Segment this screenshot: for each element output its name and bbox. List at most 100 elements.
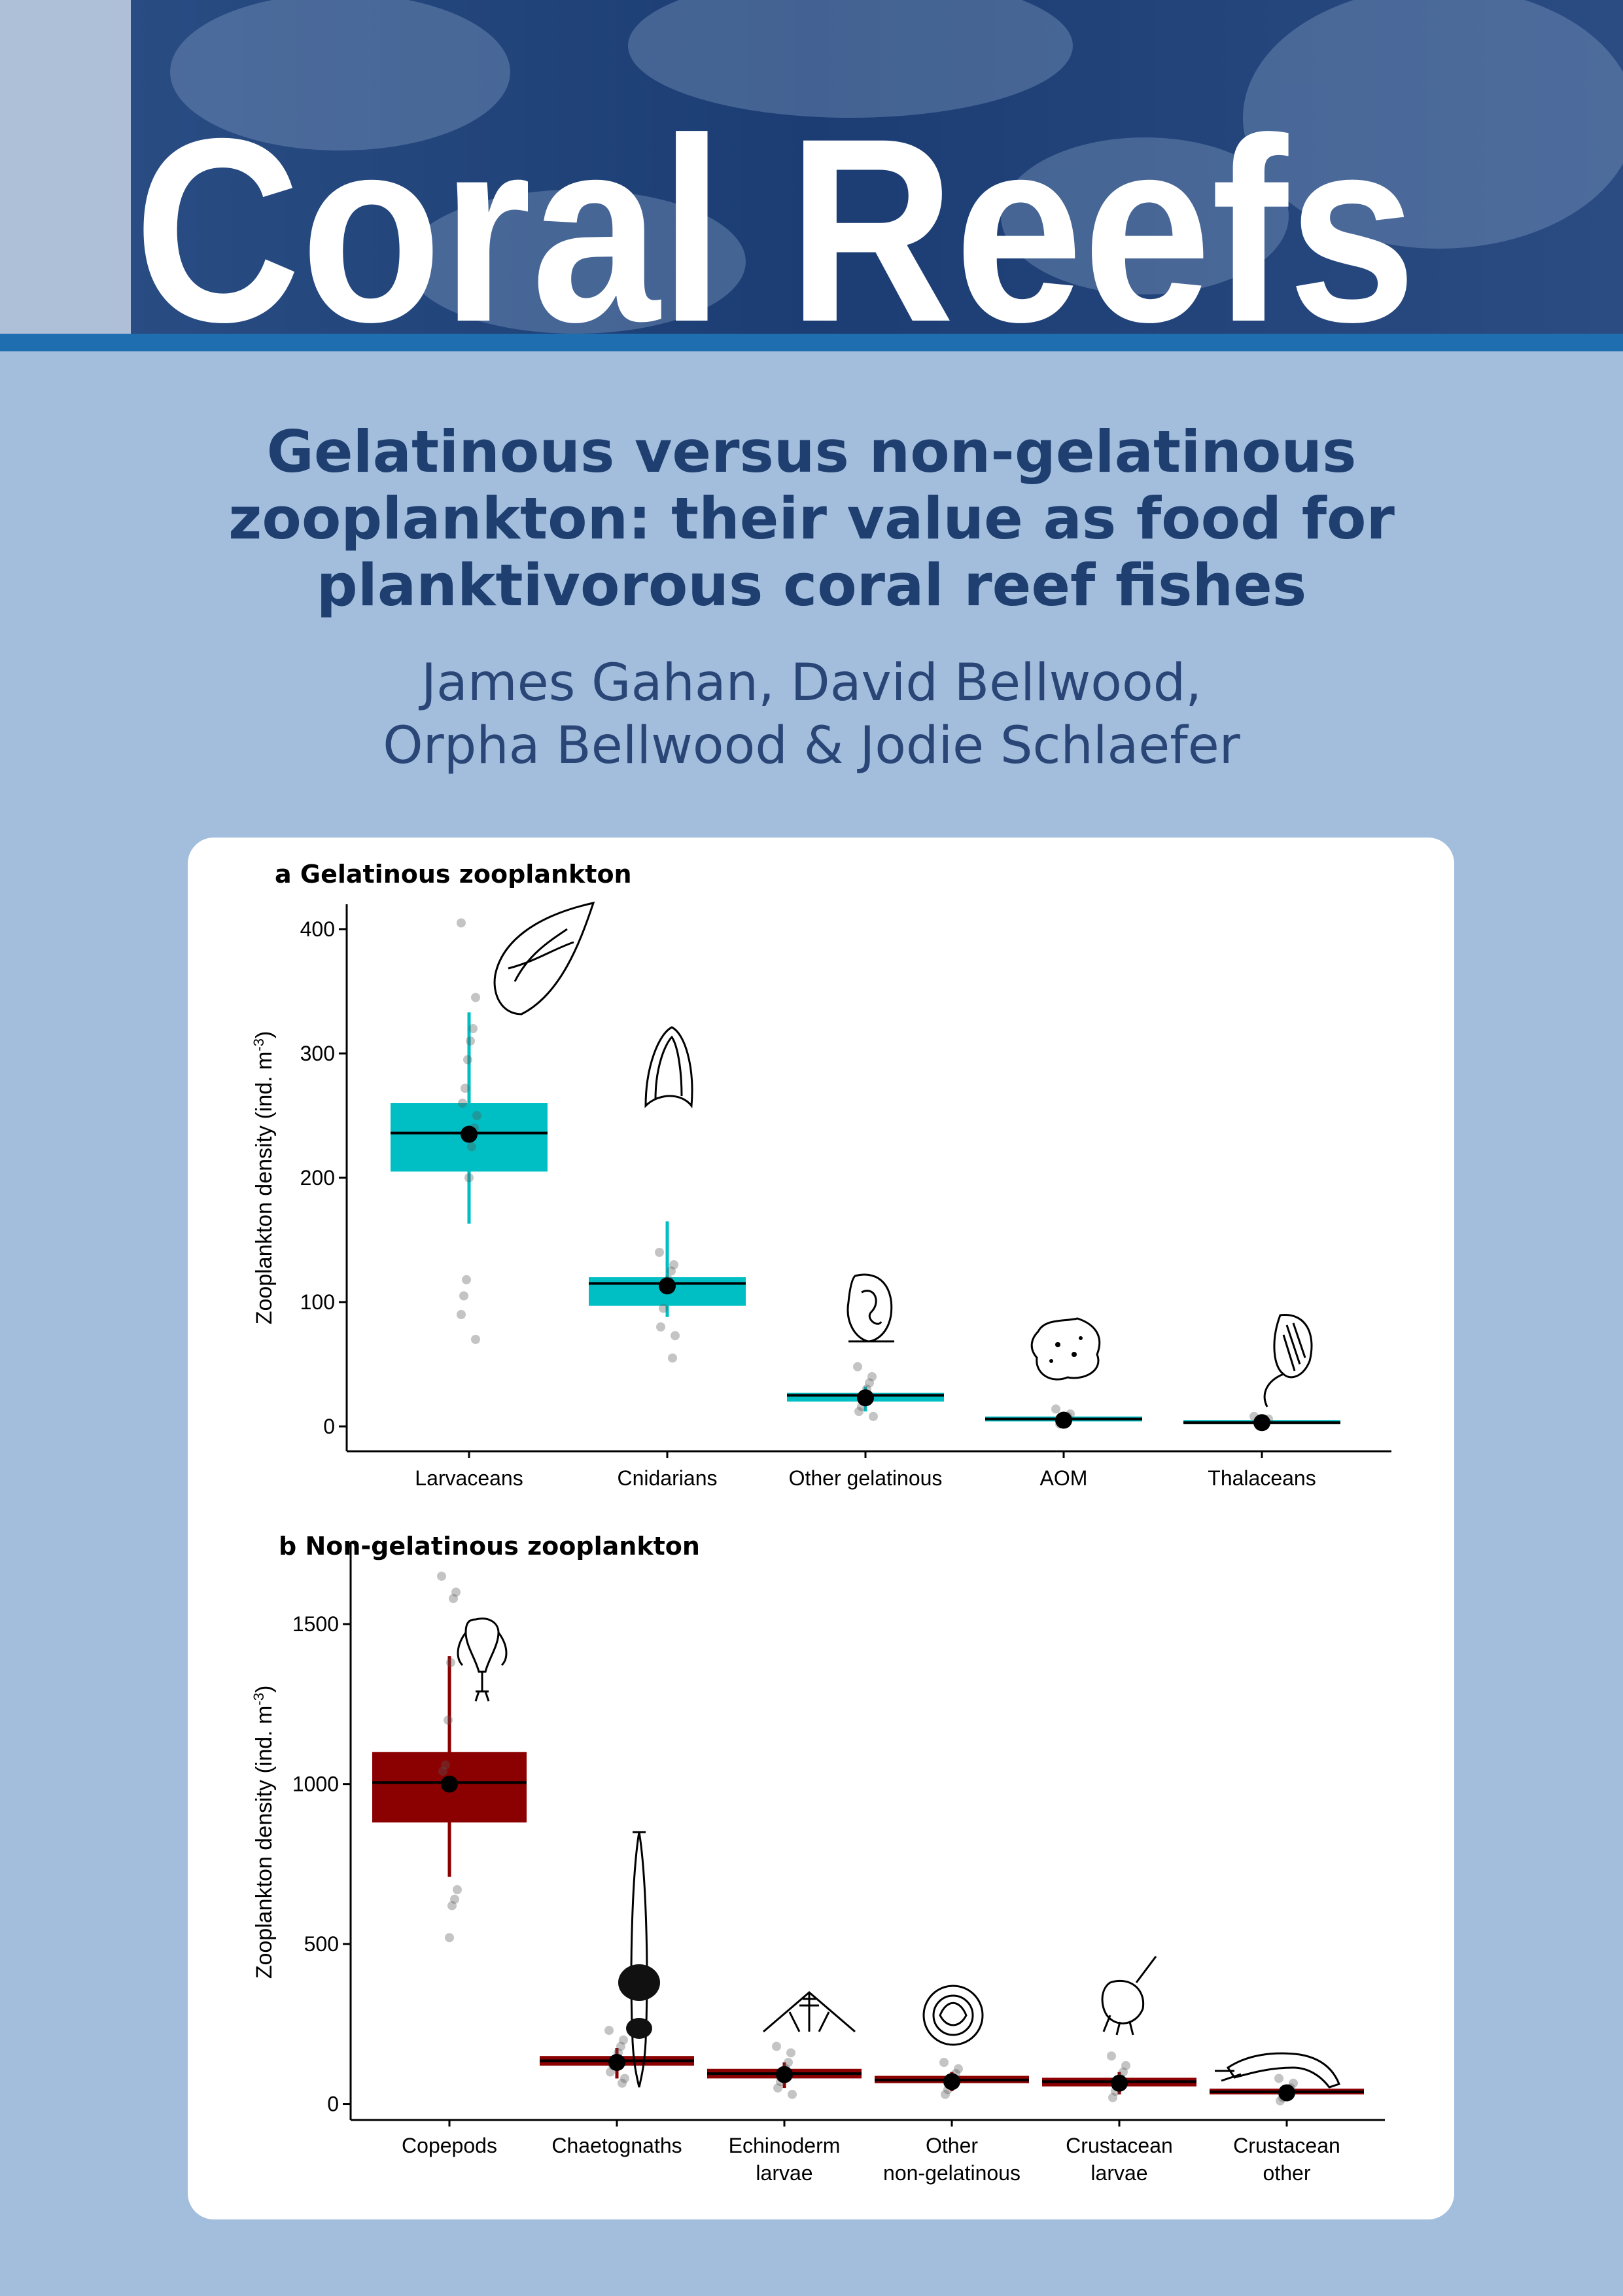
data-point [1121,2060,1130,2070]
data-point [773,2083,782,2093]
data-point [616,2041,625,2051]
data-point [437,1571,446,1581]
crustacean-larva-icon [1101,1956,1157,2036]
data-point [457,918,466,928]
y-tick-label: 1500 [292,1612,339,1636]
data-point [462,1275,471,1284]
x-category-label: Echinoderm [729,2134,841,2157]
x-category-label: non-gelatinous [883,2161,1021,2185]
authors-line-2: Orpha Bellwood & Jodie Schlaefer [383,716,1240,775]
data-point [941,2089,950,2099]
banner-art: Coral Reefs [0,0,1623,351]
data-point [671,1331,680,1341]
journal-banner: Coral Reefs [0,0,1623,351]
organism-illustrations [457,901,1340,2089]
figure-card: a Gelatinous zooplankton 0 100 200 300 400 Zoo… [188,838,1454,2219]
data-point [463,1055,472,1065]
x-category-label: Crustacean [1233,2134,1340,2157]
y-tick-label: 500 [304,1932,339,1956]
data-point [772,2041,781,2051]
data-point [453,1885,462,1894]
echinoderm-larva-icon [763,1991,856,2033]
y-axis-label: Zooplankton density (ind. m-3) [251,1686,277,1979]
data-point [461,1084,470,1093]
other-larva-icon [922,1985,984,2046]
x-category-label: Chaetognaths [551,2134,682,2157]
data-point [618,2078,627,2088]
data-point [449,1594,458,1604]
x-category-label: Other [926,2134,978,2157]
data-point [669,1260,678,1269]
chaetognath-icon [618,1831,660,2088]
data-point [867,1372,877,1381]
data-point [471,1335,480,1344]
data-point [464,1173,474,1182]
data-point [447,1901,457,1911]
data-point [668,1353,677,1363]
data-point [445,1933,454,1943]
data-point [659,1303,668,1313]
x-category-label: Copepods [402,2134,497,2157]
aom-icon [1030,1317,1101,1381]
data-point [450,1894,459,1904]
panel-b-non-gelatinous: b Non-gelatinous zooplankton 0 500 1000 1500… [251,1532,1385,2185]
mean-point [461,1125,478,1143]
data-point [471,993,480,1002]
x-category-label: Other gelatinous [789,1466,943,1490]
data-point [788,2089,797,2099]
copepod-icon [457,1617,508,1702]
journal-title: Coral Reefs [134,84,1416,351]
x-category-label: Larvaceans [415,1466,523,1490]
y-tick-label: 300 [300,1042,335,1065]
figure-svg: a Gelatinous zooplankton 0 100 200 300 400 Zoo… [251,860,1391,2185]
x-category-label: larvae [1091,2161,1147,2185]
mean-point [1111,2074,1128,2092]
data-point [667,1266,676,1276]
x-category-label: Thalaceans [1208,1466,1316,1490]
mean-point [659,1277,676,1295]
y-tick-label: 200 [300,1166,335,1190]
data-point [1108,2093,1117,2102]
data-point [466,1036,475,1046]
cnidarian-icon [644,1026,693,1109]
y-tick-label: 1000 [292,1773,339,1796]
x-category-label: AOM [1040,1466,1088,1490]
data-point [620,2074,629,2083]
authors: James Gahan, David Bellwood, Orpha Bellw… [223,652,1401,777]
panel-title: b Non-gelatinous zooplankton [279,1532,700,1561]
x-category-label: other [1263,2161,1311,2185]
data-point [1119,2067,1128,2077]
data-point [954,2064,963,2074]
data-point [655,1248,664,1257]
panel-title: a Gelatinous zooplankton [275,860,632,889]
x-category-label: larvae [756,2161,812,2185]
larvacean-icon [493,901,595,1016]
data-point [446,1657,455,1667]
data-point [784,2058,793,2067]
data-point [604,2026,614,2036]
panel-a-gelatinous: a Gelatinous zooplankton 0 100 200 300 400 Zoo… [251,860,1391,1490]
data-point [786,2048,795,2058]
mean-point [1055,1411,1072,1429]
data-point [854,1407,864,1417]
y-tick-label: 0 [327,2093,339,2116]
mean-point [1278,2084,1295,2102]
data-point [853,1362,862,1371]
y-tick-label: 100 [300,1290,335,1314]
data-point [438,1767,447,1776]
data-point [458,1099,467,1108]
data-point [869,1411,878,1421]
data-point [468,1024,478,1033]
data-point [1274,2074,1283,2083]
authors-line-1: James Gahan, David Bellwood, [421,654,1202,713]
ctenophore-icon [846,1273,894,1343]
mean-point [776,2066,793,2083]
x-category-label: Cnidarians [618,1466,718,1490]
paper-title: Gelatinous versus non-gelatinous zooplan… [228,418,1395,619]
data-point [444,1715,453,1725]
data-point [656,1322,665,1332]
mean-point [1253,1414,1270,1432]
data-point [451,1587,461,1597]
mean-point [857,1389,874,1407]
mean-point [441,1775,458,1793]
